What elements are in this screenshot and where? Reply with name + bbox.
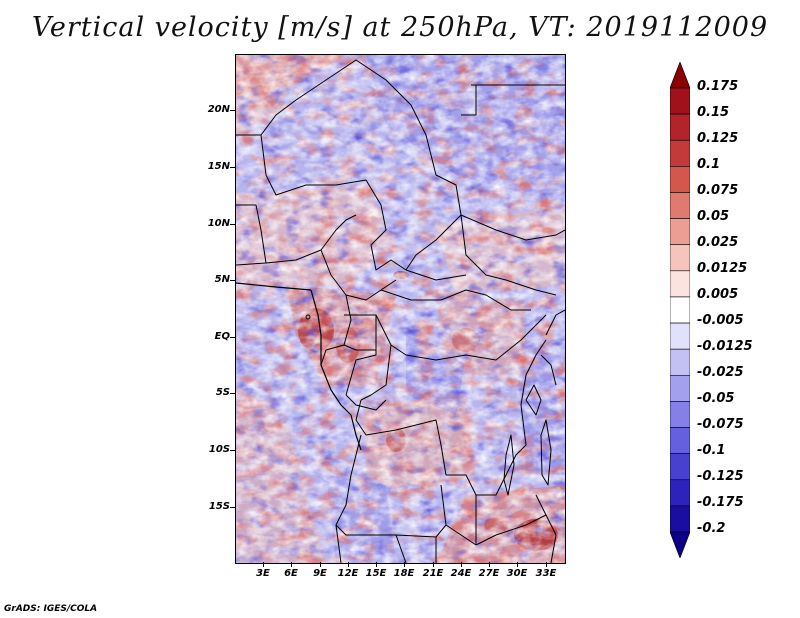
lon-tick bbox=[546, 562, 547, 567]
lat-tick bbox=[230, 337, 235, 338]
lat-tick bbox=[230, 167, 235, 168]
vertical-velocity-field bbox=[236, 55, 565, 563]
lat-tick bbox=[230, 393, 235, 394]
lon-tick bbox=[291, 562, 292, 567]
lon-tick bbox=[320, 562, 321, 567]
colorbar-segments bbox=[670, 62, 690, 558]
lon-tick bbox=[489, 562, 490, 567]
lon-label-3e: 3E bbox=[256, 568, 270, 579]
colorbar-label: -0.0125 bbox=[697, 339, 753, 354]
lon-label-15e: 15E bbox=[365, 568, 387, 579]
lat-label-15s: 15S bbox=[208, 501, 230, 512]
colorbar-label: -0.175 bbox=[697, 495, 744, 510]
lat-tick bbox=[230, 224, 235, 225]
colorbar-label: 0.0125 bbox=[697, 261, 748, 276]
colorbar-segment bbox=[670, 270, 690, 298]
lat-label-15n: 15N bbox=[207, 161, 230, 172]
lon-label-30e: 30E bbox=[506, 568, 528, 579]
colorbar-segment bbox=[670, 505, 690, 533]
colorbar-segment bbox=[670, 296, 690, 324]
lat-tick bbox=[230, 110, 235, 111]
colorbar-segment bbox=[670, 479, 690, 507]
lat-label-5s: 5S bbox=[215, 387, 230, 398]
country-borders bbox=[236, 59, 565, 563]
lat-label-20n: 20N bbox=[207, 104, 230, 115]
map-panel bbox=[235, 54, 566, 564]
chart-title: Vertical velocity [m/s] at 250hPa, VT: 2… bbox=[31, 12, 769, 43]
colorbar-bottom-arrow bbox=[670, 531, 690, 558]
lon-tick bbox=[404, 562, 405, 567]
colorbar-segment bbox=[670, 139, 690, 167]
lon-label-21e: 21E bbox=[422, 568, 444, 579]
colorbar-label: -0.2 bbox=[697, 521, 726, 536]
colorbar-segment bbox=[670, 192, 690, 219]
lon-tick bbox=[263, 562, 264, 567]
colorbar-label: -0.1 bbox=[697, 443, 726, 458]
colorbar-segment bbox=[670, 218, 690, 246]
lon-label-27e: 27E bbox=[478, 568, 500, 579]
colorbar-top-arrow bbox=[670, 62, 690, 89]
lat-label-eq: EQ bbox=[214, 331, 230, 342]
lat-tick bbox=[230, 450, 235, 451]
colorbar-label: 0.075 bbox=[697, 183, 739, 198]
colorbar-label: -0.075 bbox=[697, 417, 744, 432]
colorbar-label: -0.025 bbox=[697, 365, 744, 380]
lon-label-33e: 33E bbox=[535, 568, 557, 579]
colorbar-segment bbox=[670, 166, 690, 193]
colorbar-segment bbox=[670, 374, 690, 402]
colorbar-label: 0.15 bbox=[697, 105, 730, 120]
colorbar-segment bbox=[670, 348, 690, 376]
colorbar-segment bbox=[670, 453, 690, 481]
lon-label-18e: 18E bbox=[393, 568, 415, 579]
lat-label-10n: 10N bbox=[207, 218, 230, 229]
lon-label-9e: 9E bbox=[313, 568, 327, 579]
colorbar-label: 0.1 bbox=[697, 157, 721, 172]
colorbar-segment bbox=[670, 113, 690, 141]
lon-tick bbox=[517, 562, 518, 567]
lon-label-12e: 12E bbox=[337, 568, 359, 579]
lon-tick bbox=[348, 562, 349, 567]
colorbar-label: 0.05 bbox=[697, 209, 730, 224]
lon-label-6e: 6E bbox=[284, 568, 298, 579]
colorbar-label: 0.025 bbox=[697, 235, 739, 250]
colorbar-segment bbox=[670, 87, 690, 115]
colorbar-label: -0.005 bbox=[697, 313, 744, 328]
colorbar-segment bbox=[670, 427, 690, 454]
lat-tick bbox=[230, 280, 235, 281]
credit-label: GrADS: IGES/COLA bbox=[4, 604, 98, 614]
colorbar-label: 0.005 bbox=[697, 287, 739, 302]
lat-tick bbox=[230, 507, 235, 508]
lon-tick bbox=[461, 562, 462, 567]
lat-label-10s: 10S bbox=[208, 444, 230, 455]
colorbar-label: 0.175 bbox=[697, 79, 739, 94]
colorbar-label: -0.05 bbox=[697, 391, 735, 406]
lon-tick bbox=[376, 562, 377, 567]
lat-label-5n: 5N bbox=[214, 274, 230, 285]
colorbar-segment bbox=[670, 244, 690, 272]
colorbar-label: -0.125 bbox=[697, 469, 744, 484]
colorbar bbox=[670, 62, 690, 558]
lon-tick bbox=[433, 562, 434, 567]
colorbar-label: 0.125 bbox=[697, 131, 739, 146]
colorbar-segment bbox=[670, 322, 690, 350]
lon-label-24e: 24E bbox=[450, 568, 472, 579]
colorbar-segment bbox=[670, 401, 690, 428]
